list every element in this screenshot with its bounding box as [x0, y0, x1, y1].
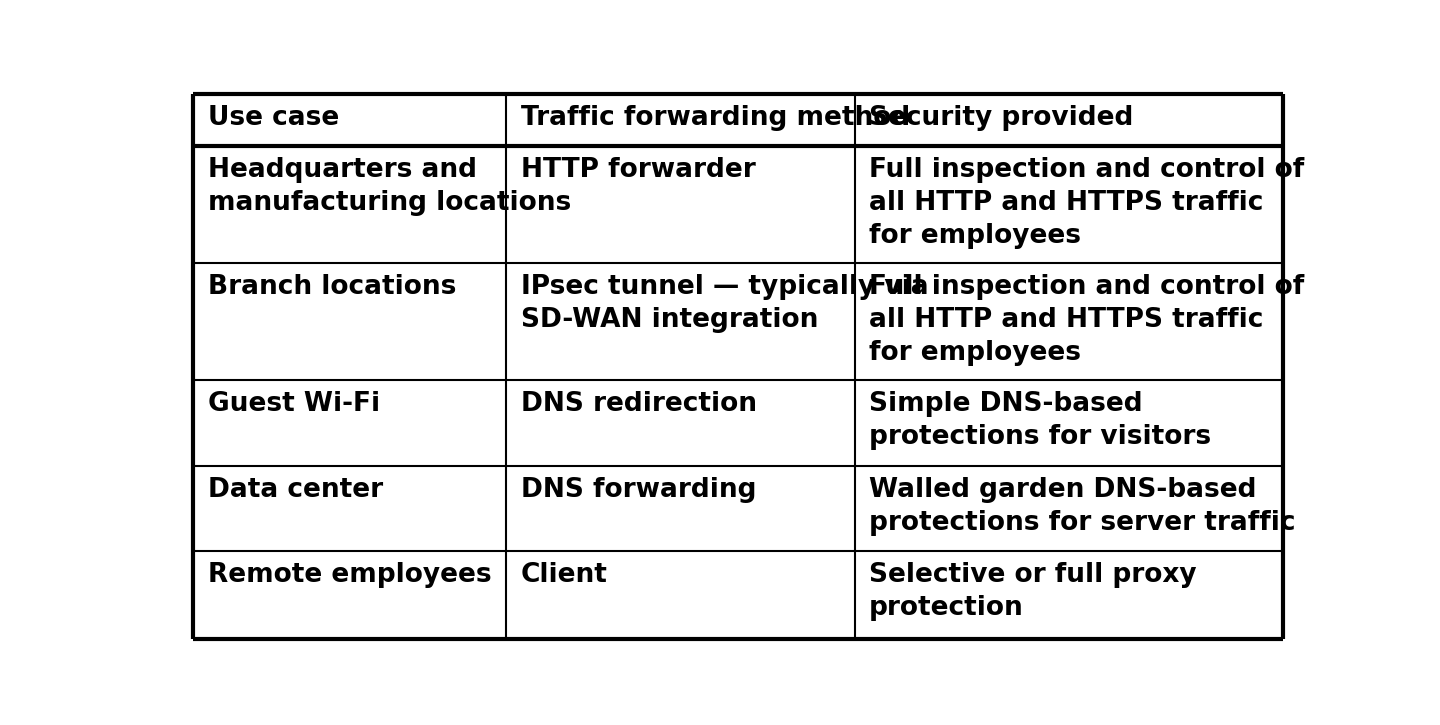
Bar — [505, 551, 854, 639]
Bar — [193, 551, 505, 639]
Text: DNS forwarding: DNS forwarding — [520, 477, 756, 502]
Bar — [854, 94, 1283, 146]
Text: Use case: Use case — [207, 105, 340, 131]
Text: Full inspection and control of
all HTTP and HTTPS traffic
for employees: Full inspection and control of all HTTP … — [870, 274, 1305, 366]
Text: IPsec tunnel — typically via
SD-WAN integration: IPsec tunnel — typically via SD-WAN inte… — [520, 274, 929, 333]
Text: Walled garden DNS-based
protections for server traffic: Walled garden DNS-based protections for … — [870, 477, 1296, 536]
Text: Security provided: Security provided — [870, 105, 1133, 131]
Text: Client: Client — [520, 563, 608, 588]
Bar — [193, 465, 505, 551]
Bar — [193, 94, 505, 146]
Text: Full inspection and control of
all HTTP and HTTPS traffic
for employees: Full inspection and control of all HTTP … — [870, 157, 1305, 249]
Bar — [505, 263, 854, 380]
Text: Simple DNS-based
protections for visitors: Simple DNS-based protections for visitor… — [870, 392, 1211, 450]
Bar — [193, 146, 505, 263]
Bar — [854, 380, 1283, 465]
Bar — [854, 146, 1283, 263]
Bar — [854, 551, 1283, 639]
Bar — [854, 465, 1283, 551]
Bar — [505, 94, 854, 146]
Text: Traffic forwarding method: Traffic forwarding method — [520, 105, 910, 131]
Bar — [505, 146, 854, 263]
Text: HTTP forwarder: HTTP forwarder — [520, 157, 755, 183]
Bar — [505, 465, 854, 551]
Text: DNS redirection: DNS redirection — [520, 392, 756, 417]
Text: Guest Wi-Fi: Guest Wi-Fi — [207, 392, 380, 417]
Text: Remote employees: Remote employees — [207, 563, 491, 588]
Bar — [505, 380, 854, 465]
Bar — [193, 263, 505, 380]
Bar — [193, 380, 505, 465]
Text: Branch locations: Branch locations — [207, 274, 456, 300]
Text: Data center: Data center — [207, 477, 383, 502]
Bar — [854, 263, 1283, 380]
Text: Selective or full proxy
protection: Selective or full proxy protection — [870, 563, 1197, 621]
Text: Headquarters and
manufacturing locations: Headquarters and manufacturing locations — [207, 157, 572, 216]
